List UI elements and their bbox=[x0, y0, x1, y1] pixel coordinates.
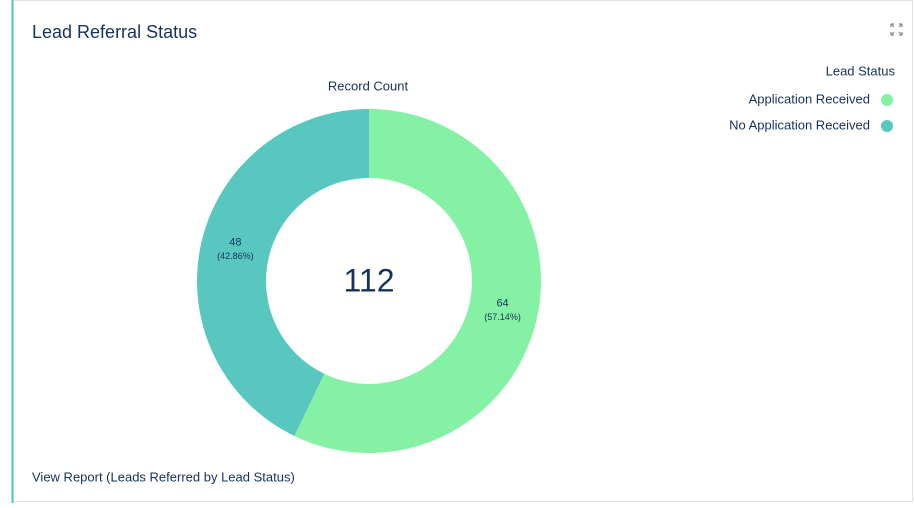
legend-label: Application Received bbox=[749, 91, 870, 106]
slice-percent-label: (57.14%) bbox=[484, 312, 521, 322]
card-frame bbox=[12, 0, 913, 502]
total-label: 112 bbox=[343, 262, 394, 298]
card-title: Lead Referral Status bbox=[32, 22, 197, 42]
donut-slice bbox=[197, 109, 369, 436]
donut-slice bbox=[294, 109, 541, 453]
slice-value-label: 64 bbox=[496, 297, 508, 309]
slice-value-label: 48 bbox=[229, 236, 241, 248]
slice-percent-label: (42.86%) bbox=[217, 251, 254, 261]
legend-title: Lead Status bbox=[826, 63, 896, 78]
legend-label: No Application Received bbox=[729, 117, 870, 132]
expand-icon[interactable] bbox=[890, 23, 903, 36]
legend-swatch bbox=[881, 120, 893, 132]
report-link[interactable]: View Report (Leads Referred by Lead Stat… bbox=[32, 469, 295, 484]
legend-swatch bbox=[881, 94, 893, 106]
chart-subtitle: Record Count bbox=[328, 78, 409, 93]
